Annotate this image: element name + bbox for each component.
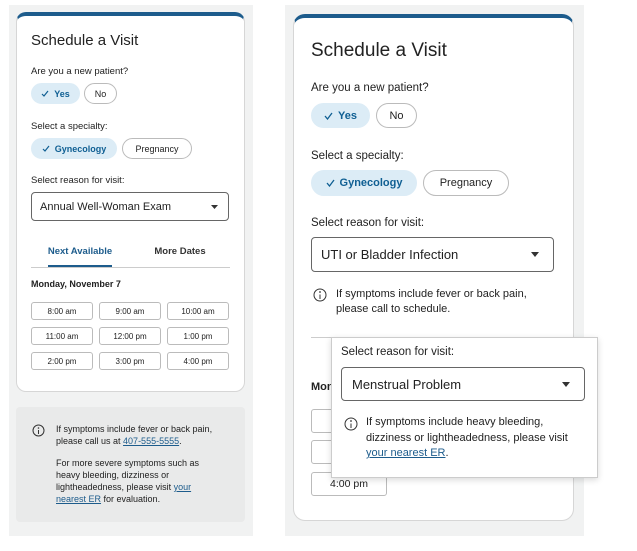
chip-text: Yes: [338, 109, 357, 122]
er-link[interactable]: your nearest ER: [56, 482, 192, 504]
text: For more severe symptoms such as heavy b…: [56, 458, 200, 492]
tab[interactable]: More Dates: [154, 246, 206, 257]
chip[interactable]: Yes: [31, 83, 80, 104]
date: Monday, November 7: [31, 279, 121, 289]
notice: For more severe symptoms such as heavy b…: [56, 457, 221, 505]
er-link[interactable]: your nearest ER: [366, 447, 446, 459]
select-text: Annual Well-Woman Exam: [40, 200, 172, 213]
label: Select reason for visit:: [311, 217, 425, 229]
select-text: UTI or Bladder Infection: [321, 247, 459, 262]
time-slot[interactable]: 1:00 pm: [167, 327, 229, 345]
text: for evaluation.: [101, 494, 161, 504]
title: Schedule a Visit: [31, 32, 139, 49]
tab[interactable]: Next Available: [47, 246, 113, 257]
time-slot[interactable]: 4:00 pm: [167, 352, 229, 370]
caret: [531, 252, 539, 257]
info-icon: [344, 417, 358, 431]
caret: [211, 204, 218, 209]
chip[interactable]: Gynecology: [31, 138, 117, 159]
chip-text: Pregnancy: [135, 143, 179, 154]
label: Select reason for visit:: [31, 175, 125, 186]
tab-line: [31, 267, 230, 268]
label: Select a specialty:: [31, 121, 108, 132]
chip[interactable]: Gynecology: [311, 170, 417, 196]
time-slot[interactable]: 2:00 pm: [31, 352, 93, 370]
notice: If symptoms include fever or back pain, …: [56, 423, 224, 447]
phone-link[interactable]: 407-555-5555: [123, 436, 180, 446]
chip[interactable]: Pregnancy: [423, 170, 509, 196]
chip-text: No: [94, 88, 107, 99]
time-slot[interactable]: 10:00 am: [167, 302, 229, 320]
notice: If symptoms include fever or back pain, …: [336, 288, 527, 315]
check: [41, 90, 49, 97]
chip-text: Gynecology: [54, 143, 107, 154]
label: Select a specialty:: [311, 150, 404, 162]
label: Are you a new patient?: [31, 66, 129, 77]
notice: If symptoms include heavy bleeding, dizz…: [366, 415, 581, 462]
info-icon: [32, 424, 45, 437]
chip-text: No: [389, 109, 404, 122]
text: .: [445, 447, 449, 459]
chip-text: Yes: [54, 88, 70, 99]
select[interactable]: UTI or Bladder Infection: [311, 237, 554, 272]
chip[interactable]: No: [376, 103, 417, 128]
chip[interactable]: No: [84, 83, 117, 104]
text: If symptoms include fever or back pain, …: [56, 424, 213, 446]
select-text: Menstrual Problem: [352, 376, 462, 392]
time-slot[interactable]: 8:00 am: [31, 302, 93, 320]
tab-indicator: [48, 265, 112, 267]
text: .: [179, 436, 182, 446]
time-slot[interactable]: 9:00 am: [99, 302, 161, 320]
notice-box: [16, 407, 245, 522]
chip[interactable]: Pregnancy: [122, 138, 192, 159]
label: Select reason for visit:: [341, 346, 455, 358]
check: [324, 112, 333, 120]
info-icon: [313, 288, 327, 302]
label: Are you a new patient?: [311, 82, 429, 94]
chip[interactable]: Yes: [311, 103, 370, 128]
select[interactable]: Menstrual Problem: [341, 367, 585, 401]
check: [42, 145, 50, 152]
text: If symptoms include heavy bleeding, dizz…: [366, 416, 568, 444]
chip-text: Pregnancy: [439, 177, 493, 189]
time-slot[interactable]: 12:00 pm: [99, 327, 161, 345]
check: [326, 179, 335, 187]
select[interactable]: Annual Well-Woman Exam: [31, 192, 229, 221]
popup: [331, 337, 598, 478]
chip-text: Gynecology: [339, 177, 403, 189]
time-slot[interactable]: 3:00 pm: [99, 352, 161, 370]
time-slot[interactable]: 11:00 am: [31, 327, 93, 345]
caret: [562, 381, 570, 387]
title: Schedule a Visit: [311, 40, 447, 61]
